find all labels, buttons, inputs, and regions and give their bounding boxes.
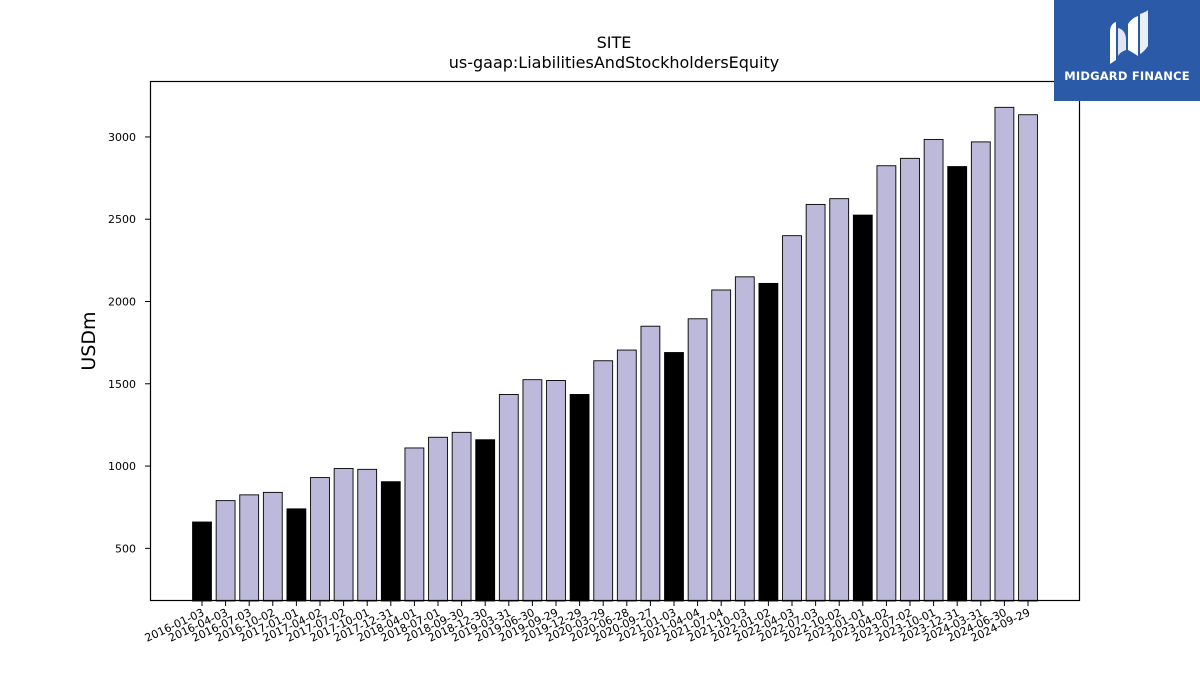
bar-2023-07-02	[900, 157, 920, 602]
y-axis-label: USDm	[78, 311, 100, 370]
bar-2017-04-02	[310, 477, 330, 602]
midgard-logo-icon	[1110, 10, 1148, 64]
bar-2019-03-31	[498, 394, 519, 602]
x-axis: 2016-01-032016-04-032016-07-032016-10-02…	[143, 601, 1032, 645]
chart-title: SITE	[597, 33, 632, 52]
bar-2016-07-03	[239, 494, 260, 602]
bar-2017-12-31	[380, 481, 401, 602]
bar-2018-04-01	[404, 447, 425, 602]
bar-2022-07-03	[805, 203, 826, 602]
bar-2021-01-03	[664, 352, 684, 602]
bar-2019-09-29	[546, 380, 566, 602]
y-tick-label: 1000	[108, 460, 136, 473]
bar-2016-04-03	[215, 500, 236, 602]
bar-2024-03-31	[970, 141, 991, 602]
bar-2023-04-02	[876, 165, 897, 602]
bar-2023-10-01	[923, 138, 944, 602]
bar-2024-06-30	[994, 106, 1015, 602]
bar-2023-01-01	[852, 214, 873, 602]
bars-group	[192, 106, 1038, 602]
y-tick-label: 1500	[108, 378, 136, 391]
bar-2022-04-03	[782, 235, 802, 602]
y-tick-label: 3000	[108, 131, 136, 144]
bar-2018-09-30	[451, 431, 472, 602]
bar-2021-10-03	[734, 276, 755, 602]
plot-frame	[149, 80, 1081, 602]
bar-2023-12-31	[947, 166, 968, 602]
bar-2022-10-02	[829, 198, 850, 602]
brand-logo: MIDGARD FINANCE	[1054, 0, 1200, 101]
y-tick-label: 2500	[108, 213, 136, 226]
bar-2016-10-02	[262, 491, 283, 602]
y-tick-label: 500	[115, 542, 136, 555]
bar-2018-07-01	[428, 436, 448, 602]
bar-2017-10-01	[357, 468, 378, 602]
bar-2020-06-28	[616, 349, 637, 602]
bar-2020-03-29	[593, 360, 614, 602]
bar-2021-07-04	[711, 289, 732, 602]
y-tick-label: 2000	[108, 296, 136, 309]
bar-2019-12-29	[569, 394, 590, 602]
brand-name: MIDGARD FINANCE	[1064, 69, 1190, 83]
bar-2024-09-29	[1018, 114, 1038, 602]
bar-2017-07-02	[333, 468, 354, 602]
bar-2018-12-30	[475, 439, 496, 602]
bar-2016-01-03	[192, 521, 212, 602]
chart-subtitle: us-gaap:LiabilitiesAndStockholdersEquity	[449, 53, 780, 72]
bar-2017-01-01	[286, 508, 307, 602]
bar-2020-09-27	[640, 325, 661, 602]
bar-2022-01-02	[758, 282, 779, 602]
bar-2019-06-30	[522, 379, 543, 602]
y-axis: 500 1000 1500 2000 2500 3000	[108, 131, 150, 555]
bar-2021-04-04	[687, 318, 708, 602]
